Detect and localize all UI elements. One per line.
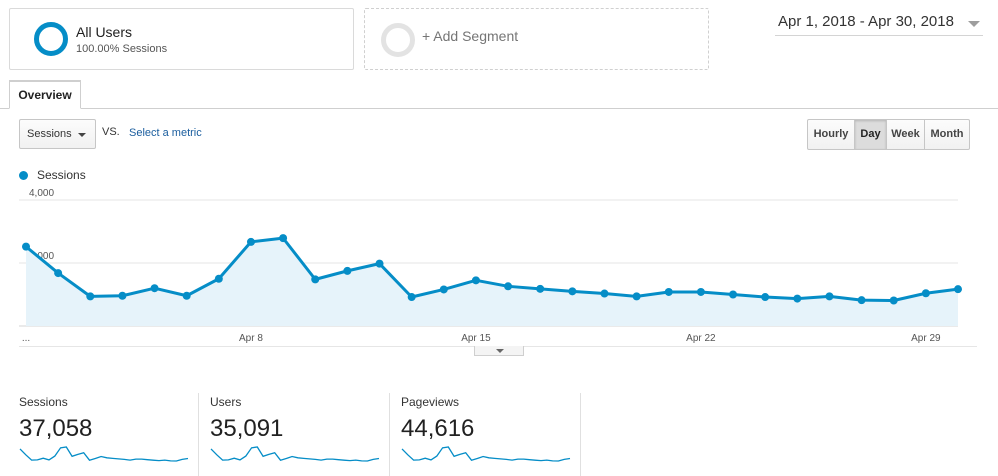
data-point <box>343 266 352 275</box>
interval-month-button[interactable]: Month <box>924 119 970 150</box>
data-point <box>761 293 770 302</box>
data-point <box>279 234 288 243</box>
data-point <box>182 291 191 300</box>
data-point <box>664 287 673 296</box>
data-point <box>729 290 738 299</box>
tab-bar: Overview <box>0 80 998 109</box>
data-point <box>214 274 223 283</box>
data-point <box>889 296 898 305</box>
x-tick-label: Apr 29 <box>911 333 941 344</box>
scorecard-value: 35,091 <box>210 415 284 442</box>
legend-label: Sessions <box>37 168 86 182</box>
scorecard-name: Pageviews <box>401 395 460 409</box>
sessions-line <box>25 236 959 302</box>
scorecard-name: Users <box>210 395 242 409</box>
data-point <box>536 284 545 293</box>
data-point <box>568 287 577 296</box>
data-point <box>54 269 63 278</box>
segment-all-users[interactable]: All Users 100.00% Sessions <box>9 8 354 70</box>
sparkline-path <box>401 446 571 462</box>
scorecard-users[interactable]: Users 35,091 <box>210 393 390 476</box>
date-range-picker[interactable]: Apr 1, 2018 - Apr 30, 2018 <box>775 10 983 36</box>
metric-select[interactable]: Sessions <box>19 119 96 149</box>
x-tick-label: Apr 22 <box>686 333 716 344</box>
chevron-down-icon <box>78 133 86 137</box>
data-point <box>954 285 962 294</box>
y-tick-label: 2,000 <box>29 251 54 262</box>
interval-toggle-group: Hourly Day Week Month <box>807 119 970 150</box>
date-range-text: Apr 1, 2018 - Apr 30, 2018 <box>778 13 954 30</box>
data-point <box>311 275 320 284</box>
data-point <box>793 294 802 303</box>
chart-expand-handle[interactable] <box>474 346 524 356</box>
add-segment-label: + Add Segment <box>422 28 519 44</box>
scorecard-pageviews[interactable]: Pageviews 44,616 <box>401 393 581 476</box>
x-tick-label: Apr 8 <box>239 333 263 344</box>
tab-overview[interactable]: Overview <box>9 80 81 109</box>
data-point <box>600 289 609 298</box>
add-segment-button[interactable]: + Add Segment <box>364 8 709 70</box>
scorecard-name: Sessions <box>19 395 68 409</box>
x-tick-label: Apr 15 <box>461 333 491 344</box>
series-color-dot <box>19 170 28 180</box>
x-tick-label: ... <box>22 333 30 344</box>
data-point <box>471 276 480 285</box>
data-point <box>407 293 416 302</box>
sparkline-path <box>210 446 380 462</box>
interval-day-button[interactable]: Day <box>854 119 887 150</box>
segment-ring-icon <box>34 22 68 56</box>
data-point <box>857 296 866 305</box>
scorecard-value: 44,616 <box>401 415 475 442</box>
select-metric-link[interactable]: Select a metric <box>129 127 202 139</box>
data-point <box>246 237 255 246</box>
interval-week-button[interactable]: Week <box>886 119 925 150</box>
scorecard-sessions[interactable]: Sessions 37,058 <box>19 393 199 476</box>
data-point <box>86 292 95 301</box>
data-point <box>439 285 448 294</box>
y-tick-label: 4,000 <box>29 188 54 199</box>
data-point <box>150 284 159 293</box>
sessions-area <box>26 238 958 326</box>
segment-name: All Users <box>76 24 133 40</box>
segment-percentage: 100.00% Sessions <box>76 43 168 55</box>
chart-legend: Sessions <box>19 167 86 183</box>
metric-select-value: Sessions <box>27 128 72 140</box>
data-point <box>118 291 127 300</box>
sessions-chart: 4,000 2,000... Apr 8 Apr 15 Apr 22 Apr 29 <box>19 188 962 344</box>
chevron-down-icon <box>496 349 504 353</box>
data-point <box>921 289 930 298</box>
data-point <box>696 287 705 296</box>
sparkline <box>19 446 189 462</box>
data-point <box>22 242 30 251</box>
empty-segment-ring-icon <box>381 23 415 57</box>
data-point <box>632 292 641 301</box>
sparkline <box>210 446 380 462</box>
interval-hourly-button[interactable]: Hourly <box>807 119 855 150</box>
scorecard-value: 37,058 <box>19 415 93 442</box>
data-point <box>504 282 513 291</box>
sparkline-path <box>19 446 189 462</box>
sparkline <box>401 446 571 462</box>
vs-label: VS. <box>102 126 120 138</box>
data-point <box>375 259 384 268</box>
data-point <box>825 292 834 301</box>
chevron-down-icon <box>968 21 980 27</box>
